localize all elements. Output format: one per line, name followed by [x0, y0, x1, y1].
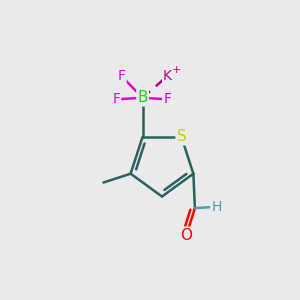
Text: F: F [163, 92, 171, 106]
Text: S: S [176, 129, 186, 144]
Text: H: H [211, 200, 222, 214]
Text: B: B [137, 90, 148, 105]
Text: F: F [112, 92, 120, 106]
Text: O: O [181, 228, 193, 243]
Text: +: + [172, 65, 181, 75]
Text: F: F [118, 69, 126, 83]
Text: K: K [163, 69, 172, 83]
